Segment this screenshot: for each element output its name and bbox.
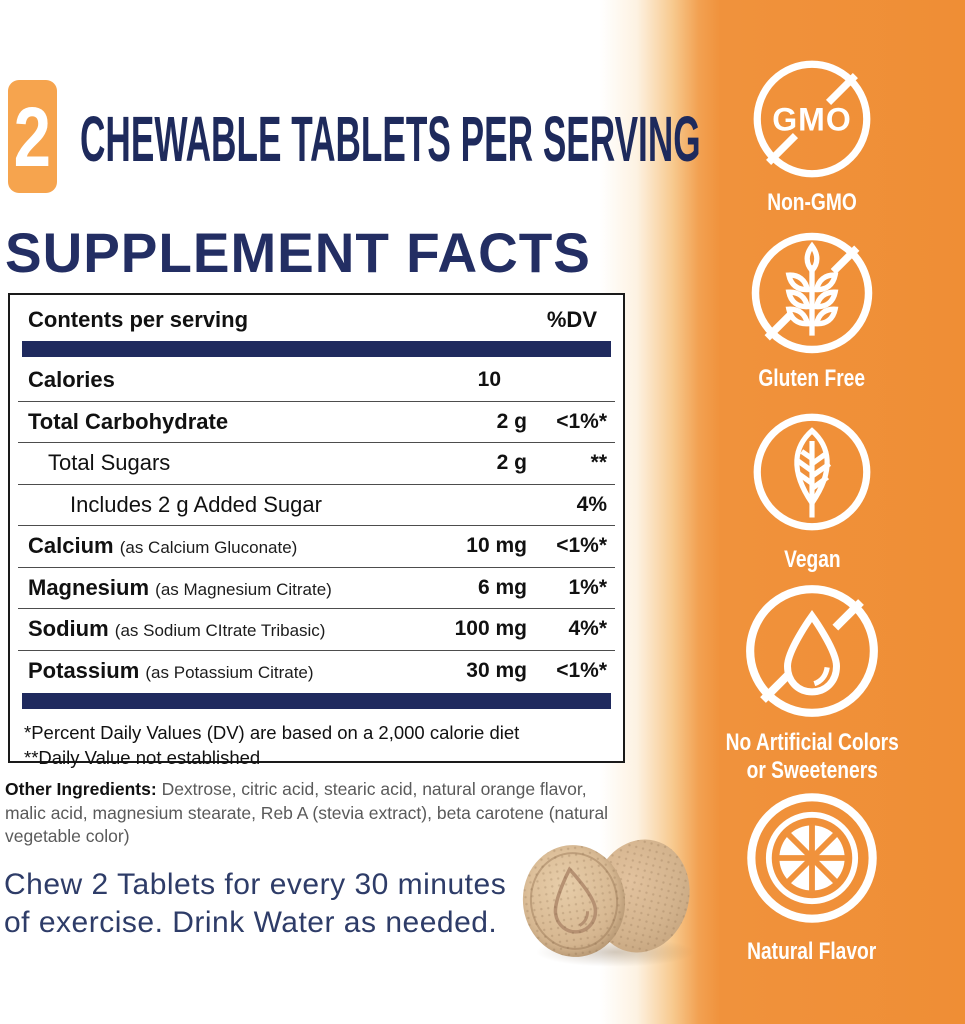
table-row: Calcium (as Calcium Gluconate) 10 mg <1%… <box>18 525 615 567</box>
row-amount: 2 g <box>496 451 527 475</box>
table-header: Contents per serving %DV <box>10 295 623 339</box>
droplet-emboss-icon <box>553 866 598 934</box>
table-row: Total Sugars 2 g ** <box>18 442 615 484</box>
row-amount: 10 mg <box>466 534 527 558</box>
table-row: Total Carbohydrate 2 g <1%* <box>18 400 615 443</box>
usage-line-1: Chew 2 Tablets for every 30 minutes <box>4 868 507 901</box>
row-dv: <1%* <box>556 658 607 682</box>
table-row: Potassium (as Potassium Citrate) 30 mg <… <box>18 649 615 692</box>
table-row: Sodium (as Sodium CItrate Tribasic) 100 … <box>18 608 615 650</box>
divider-bar-bottom <box>22 693 611 709</box>
other-ingredients-text: Dextrose, citric acid, stearic acid, nat… <box>5 779 609 847</box>
column-contents: Contents per serving <box>28 307 249 332</box>
supplement-facts-table: Contents per serving %DV Calories 10 Tot… <box>8 293 625 768</box>
row-name: Total Carbohydrate <box>28 408 229 434</box>
table-footnotes: *Percent Daily Values (DV) are based on … <box>10 711 623 771</box>
badge-label: Vegan <box>783 546 841 573</box>
row-amount: 2 g <box>496 409 527 433</box>
table-row: Magnesium (as Magnesium Citrate) 6 mg 1%… <box>18 566 615 609</box>
wheat-crossed-icon <box>751 232 873 354</box>
row-name: Calcium (as Calcium Gluconate) <box>28 533 298 559</box>
serving-count: 2 <box>13 89 52 184</box>
row-amount: 10 <box>477 367 501 391</box>
gmo-crossed-icon: GMO <box>753 60 871 178</box>
table-row: Calories 10 <box>18 359 615 401</box>
row-amount: 6 mg <box>477 575 527 599</box>
svg-text:GMO: GMO <box>772 101 852 137</box>
badge-label: Natural Flavor <box>747 938 877 965</box>
divider-bar-top <box>22 341 611 357</box>
other-ingredients-label: Other Ingredients: <box>5 779 157 799</box>
row-amount: 100 mg <box>454 617 527 641</box>
row-dv: 4% <box>576 492 607 516</box>
usage-line-2: of exercise. Drink Water as needed. <box>4 905 498 939</box>
footnote-not-established: **Daily Value not established <box>24 746 261 768</box>
row-name: Sodium (as Sodium CItrate Tribasic) <box>28 616 326 642</box>
row-dv: <1%* <box>556 409 607 433</box>
footnote-dv: *Percent Daily Values (DV) are based on … <box>24 722 520 743</box>
badge-no-artificial-colors: No Artificial Colors or Sweeteners <box>712 581 912 784</box>
page-title: SUPPLEMENT FACTS <box>5 221 591 284</box>
row-name: Includes 2 g Added Sugar <box>70 491 322 517</box>
row-dv: ** <box>590 451 607 475</box>
badge-non-gmo: GMO Non-GMO <box>712 57 912 217</box>
badge-gluten-free: Gluten Free <box>712 229 912 393</box>
badge-label: Non-GMO <box>767 189 857 216</box>
badge-label: No Artificial Colors or Sweeteners <box>725 729 899 784</box>
badge-natural-flavor: Natural Flavor <box>712 788 912 966</box>
row-name: Potassium (as Potassium Citrate) <box>28 657 314 683</box>
tablet-front <box>515 838 633 964</box>
row-dv: 4%* <box>568 617 607 641</box>
chewable-tablets-image <box>515 829 702 973</box>
row-name: Magnesium (as Magnesium Citrate) <box>28 574 332 600</box>
badge-label: Gluten Free <box>758 365 866 392</box>
table-row: Includes 2 g Added Sugar 4% <box>18 483 615 526</box>
orange-slice-icon <box>747 793 877 923</box>
row-dv: 1%* <box>568 575 607 599</box>
leaf-icon <box>753 413 871 531</box>
serving-text: CHEWABLE TABLETS PER SERVING <box>80 103 701 175</box>
badge-vegan: Vegan <box>712 410 912 574</box>
row-name: Total Sugars <box>48 450 171 476</box>
droplet-crossed-icon <box>746 585 878 717</box>
row-dv: <1%* <box>556 534 607 558</box>
table-rows: Calories 10 Total Carbohydrate 2 g <1%* … <box>18 359 615 691</box>
other-ingredients: Other Ingredients: Dextrose, citric acid… <box>5 778 630 849</box>
serving-count-box: 2 <box>8 80 57 193</box>
row-amount: 30 mg <box>466 658 527 682</box>
usage-directions: Chew 2 Tablets for every 30 minutes of e… <box>4 866 506 941</box>
column-dv: %DV <box>546 307 597 332</box>
row-name: Calories <box>28 366 115 392</box>
